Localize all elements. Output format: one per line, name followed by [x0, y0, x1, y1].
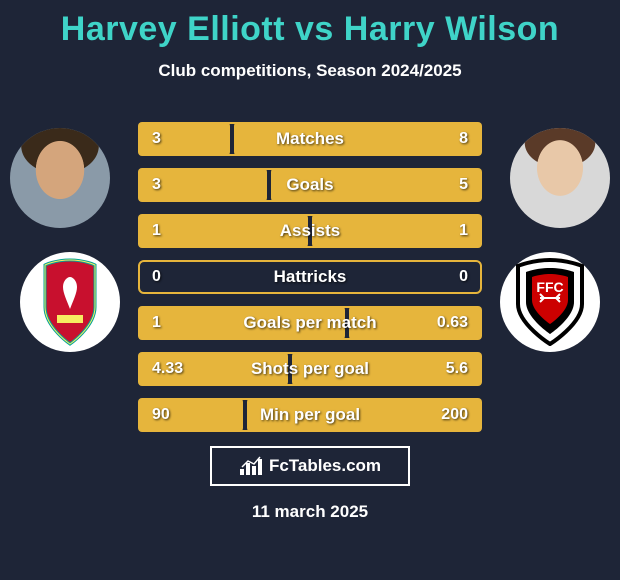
stat-row: 90 Min per goal 200 [138, 398, 482, 432]
bars-icon [239, 455, 263, 477]
stat-value-left: 3 [152, 130, 161, 148]
stat-value-right: 1 [459, 222, 468, 240]
stat-value-left: 90 [152, 406, 170, 424]
club-right-badge: FFC [500, 252, 600, 352]
stat-value-right: 5 [459, 176, 468, 194]
stat-row: 1 Assists 1 [138, 214, 482, 248]
player-left-avatar [10, 128, 110, 228]
player-right-face-icon [510, 128, 610, 228]
stat-label: Goals [286, 175, 333, 195]
stat-label: Shots per goal [251, 359, 369, 379]
page-title: Harvey Elliott vs Harry Wilson [0, 0, 620, 49]
stat-label: Hattricks [274, 267, 347, 287]
stats-container: 3 Matches 8 3 Goals 5 1 Assists 1 0 Hattricks 0 1 Goa… [138, 122, 482, 444]
stat-fill-right [234, 122, 482, 156]
stat-label: Assists [280, 221, 340, 241]
stat-value-left: 1 [152, 222, 161, 240]
date-label: 11 march 2025 [0, 502, 620, 522]
stat-value-left: 1 [152, 314, 161, 332]
club-left-badge [20, 252, 120, 352]
stat-row: 0 Hattricks 0 [138, 260, 482, 294]
stat-value-right: 0 [459, 268, 468, 286]
stat-label: Goals per match [243, 313, 376, 333]
stat-value-right: 8 [459, 130, 468, 148]
stat-value-right: 200 [441, 406, 468, 424]
stat-value-left: 3 [152, 176, 161, 194]
stat-value-left: 4.33 [152, 360, 183, 378]
stat-label: Matches [276, 129, 344, 149]
liverpool-crest-icon [35, 257, 105, 347]
stat-value-right: 0.63 [437, 314, 468, 332]
stat-value-right: 5.6 [446, 360, 468, 378]
fulham-crest-icon: FFC [510, 258, 590, 346]
player-left-face-icon [10, 128, 110, 228]
fctables-logo-text: FcTables.com [269, 456, 381, 476]
stat-row: 1 Goals per match 0.63 [138, 306, 482, 340]
subtitle: Club competitions, Season 2024/2025 [0, 61, 620, 81]
stat-row: 4.33 Shots per goal 5.6 [138, 352, 482, 386]
player-right-avatar [510, 128, 610, 228]
svg-text:FFC: FFC [536, 279, 563, 295]
stat-label: Min per goal [260, 405, 360, 425]
stat-row: 3 Matches 8 [138, 122, 482, 156]
stat-row: 3 Goals 5 [138, 168, 482, 202]
stat-value-left: 0 [152, 268, 161, 286]
fctables-logo: FcTables.com [210, 446, 410, 486]
